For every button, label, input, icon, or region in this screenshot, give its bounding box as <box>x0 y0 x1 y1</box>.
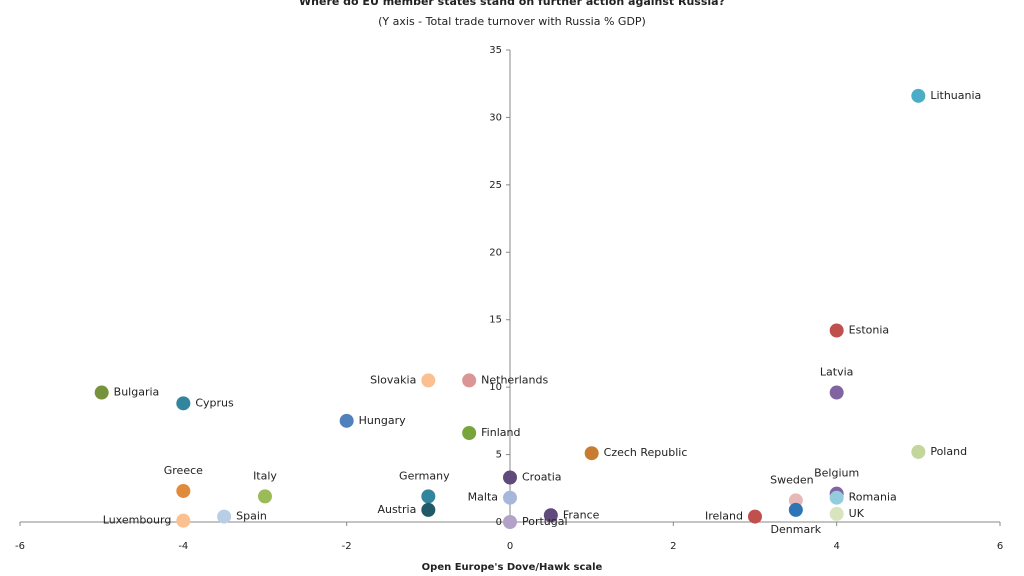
point-label: Slovakia <box>370 373 416 386</box>
point <box>503 470 517 485</box>
point-label: Portugal <box>522 515 568 528</box>
point-label: Greece <box>164 464 203 477</box>
point <box>176 396 191 411</box>
point-label: Cyprus <box>195 396 234 409</box>
x-tick-label: -4 <box>178 541 188 552</box>
x-tick-label: 6 <box>997 541 1003 552</box>
point <box>584 446 599 461</box>
point <box>339 413 354 428</box>
point <box>788 502 803 517</box>
point-label: Belgium <box>814 467 859 480</box>
point-label: Ireland <box>705 510 743 523</box>
point <box>258 489 272 504</box>
x-tick-label: 2 <box>670 541 676 552</box>
x-tick-label: 4 <box>833 541 839 552</box>
point-label: Sweden <box>770 473 813 486</box>
point-label: Croatia <box>522 470 562 483</box>
point-label: Hungary <box>359 414 406 427</box>
point-label: UK <box>849 507 865 520</box>
point <box>911 88 926 103</box>
x-axis-title: Open Europe's Dove/Hawk scale <box>422 562 603 573</box>
point <box>462 425 477 440</box>
y-tick-label: 5 <box>496 450 502 461</box>
point <box>176 513 191 528</box>
point-label: Italy <box>253 469 277 482</box>
point <box>421 373 436 388</box>
point-label: Czech Republic <box>604 446 688 459</box>
chart-subtitle: (Y axis - Total trade turnover with Russ… <box>378 15 646 28</box>
point-label: Malta <box>468 491 498 504</box>
chart-title: Where do EU member states stand on furth… <box>299 0 725 8</box>
point-label: Poland <box>930 445 967 458</box>
point <box>748 509 762 524</box>
y-tick-label: 20 <box>489 247 502 258</box>
y-tick-label: 35 <box>489 45 502 56</box>
point <box>462 373 477 388</box>
point-label: Finland <box>481 426 520 439</box>
point <box>829 490 844 505</box>
point <box>94 385 109 400</box>
y-tick-label: 0 <box>496 517 502 528</box>
x-tick-label: 0 <box>507 541 513 552</box>
point-label: Romania <box>849 491 897 504</box>
point <box>829 506 844 521</box>
point-label: Germany <box>399 469 450 482</box>
x-tick-label: -6 <box>15 541 25 552</box>
y-tick-label: 10 <box>489 382 502 393</box>
y-tick-label: 15 <box>489 315 502 326</box>
point-label: Austria <box>377 503 416 516</box>
point <box>421 489 436 504</box>
point <box>217 509 232 524</box>
point-label: Luxembourg <box>103 514 172 527</box>
y-tick-label: 30 <box>489 112 502 123</box>
point <box>503 490 517 505</box>
point-label: Netherlands <box>481 373 548 386</box>
point <box>176 483 191 498</box>
point-label: Denmark <box>771 523 822 536</box>
x-tick-label: -2 <box>342 541 352 552</box>
point-label: Latvia <box>820 366 854 379</box>
point <box>911 444 926 459</box>
point <box>543 508 558 523</box>
point-label: Lithuania <box>930 89 981 102</box>
point <box>503 515 517 529</box>
point-label: Spain <box>236 510 267 523</box>
point-label: Bulgaria <box>114 386 160 399</box>
y-tick-label: 25 <box>489 180 502 191</box>
point-label: Estonia <box>849 324 890 337</box>
point-label: France <box>563 508 600 521</box>
point <box>829 323 844 338</box>
point <box>421 502 436 517</box>
point <box>829 385 844 400</box>
